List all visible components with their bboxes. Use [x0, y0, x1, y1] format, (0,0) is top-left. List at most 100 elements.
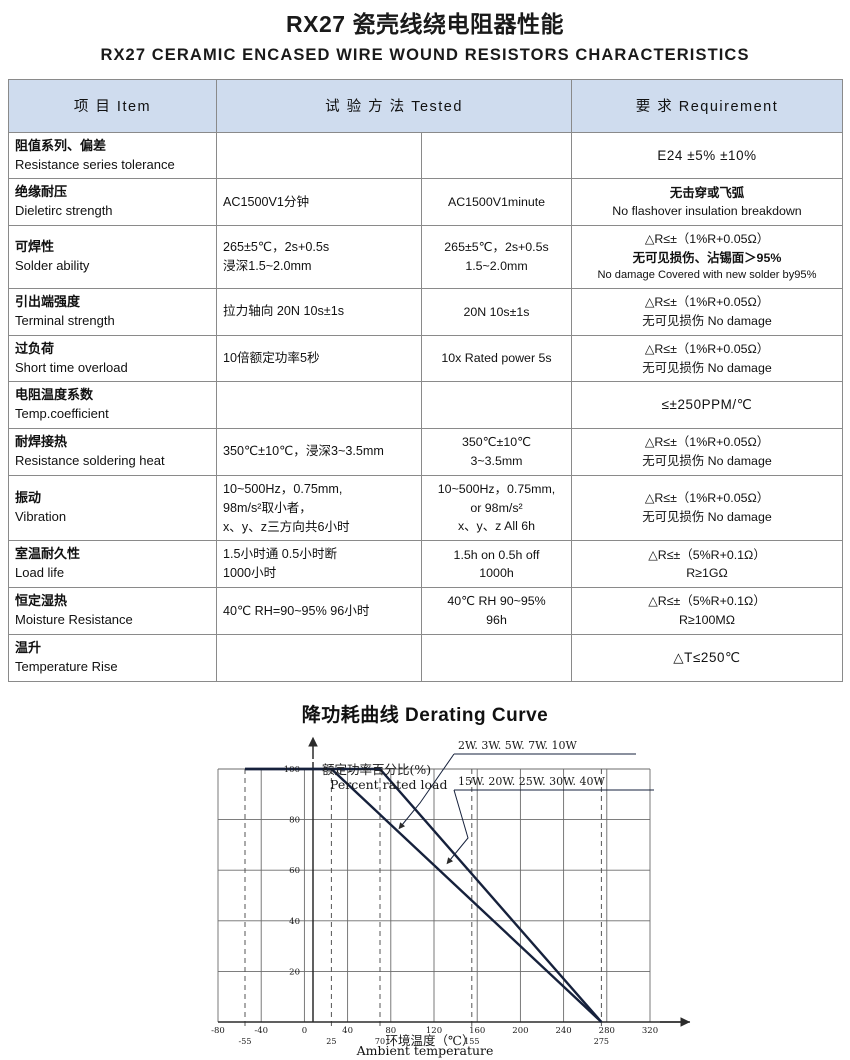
x-tick-label-secondary: 70 [375, 1037, 385, 1046]
cell-test-chinese: AC1500V1分钟 [216, 178, 422, 227]
table-row: 振动 Vibration 10~500Hz，0.75mm, 98m/s²取小者， x、y… [8, 474, 843, 542]
cell-test-chinese: 1.5小时通 0.5小时断 1000小时 [216, 540, 422, 589]
table-row: 绝缘耐压 Dieletirc strength AC1500V1分钟 AC1500V1… [8, 178, 843, 227]
cell-test-english: 10~500Hz，0.75mm, or 98m/s² x、y、z All 6h [421, 474, 572, 542]
cell-test-chinese: 40℃ RH=90~95% 96小时 [216, 587, 422, 635]
x-tick-label: 280 [599, 1026, 615, 1036]
item-label-en: Temperature Rise [15, 658, 118, 674]
chart-y-tick-labels: 20 40 60 80 100 [284, 765, 300, 977]
y-tick-label: 40 [289, 916, 300, 926]
x-tick-label-secondary: 25 [326, 1037, 336, 1046]
cell-requirement: △R≤±（1%R+0.05Ω） 无可见损伤 No damage [571, 428, 843, 476]
item-label-en: Moisture Resistance [15, 612, 133, 628]
chart-x-axis-label-cn: 环境温度（℃） [386, 1033, 475, 1047]
cell-test-english: AC1500V1minute [421, 178, 572, 227]
callout-leader-line [446, 789, 469, 864]
item-label-en: Temp.coefficient [15, 406, 109, 422]
y-tick-label: 20 [289, 967, 300, 977]
cell-test-chinese: 拉力轴向 20N 10s±1s [216, 287, 422, 336]
chart-series-group [245, 767, 603, 1023]
x-tick-label: 120 [426, 1026, 442, 1036]
series-callout-label: 2W. 3W. 5W. 7W. 10W [458, 739, 577, 752]
cell-requirement: △R≤±（5%R+0.1Ω） R≥100MΩ [571, 587, 843, 635]
y-tick-label: 80 [289, 815, 300, 825]
cell-requirement: △R≤±（1%R+0.05Ω） 无可见损伤 No damage [571, 474, 843, 542]
column-header-item: 项 目 Item [8, 78, 217, 133]
cell-requirement: ≤±250PPM/℃ [571, 381, 843, 430]
item-label-cn: 可焊性 [15, 239, 55, 255]
table-header-row: 项 目 Item 试 验 方 法 Tested 要 求 Requirement [8, 78, 843, 133]
table-row: 室温耐久性 Load life 1.5小时通 0.5小时断 1000小时 1.5h on… [8, 540, 843, 589]
chart-x-axis-label-en: Ambient temperature [356, 1042, 494, 1058]
item-label-cn: 耐焊接热 [15, 434, 68, 450]
item-label-en: Terminal strength [15, 312, 115, 328]
item-label-cn: 电阻温度系数 [15, 387, 94, 403]
callout-leader-line [398, 753, 455, 829]
cell-test-chinese [216, 131, 422, 180]
item-label-en: Vibration [15, 509, 67, 525]
spec-table-wrap: 项 目 Item 试 验 方 法 Tested 要 求 Requirement … [0, 78, 850, 682]
column-header-requirement: 要 求 Requirement [571, 78, 843, 133]
cell-test-chinese: 10倍额定功率5秒 [216, 334, 422, 383]
cell-item: 振动 Vibration [8, 474, 217, 542]
table-row: 恒定湿热 Moisture Resistance 40℃ RH=90~95% 96小… [8, 587, 843, 635]
cell-item: 耐焊接热 Resistance soldering heat [8, 428, 217, 476]
chart-x-tick-labels: -80 -40 0 40 80 120 160 200 240 280 320 [211, 1026, 658, 1036]
cell-requirement: △R≤±（1%R+0.05Ω） 无可见损伤 No damage [571, 287, 843, 336]
cell-test-english: 10x Rated power 5s [421, 334, 572, 383]
x-tick-label-secondary: 275 [594, 1037, 609, 1046]
chart-gridlines-vertical [217, 768, 651, 1022]
item-label-cn: 恒定湿热 [15, 593, 68, 609]
table-row: 过负荷 Short time overload 10倍额定功率5秒 10x Rated… [8, 334, 843, 383]
x-tick-label-secondary: 155 [464, 1037, 479, 1046]
item-label-cn: 温升 [15, 639, 42, 655]
cell-requirement: △R≤±（1%R+0.05Ω） 无可见损伤、沾锡面＞95% No damage Co… [571, 225, 843, 289]
cell-item: 恒定湿热 Moisture Resistance [8, 587, 217, 635]
item-label-cn: 阻值系列、偏差 [15, 137, 107, 153]
x-tick-label-secondary: -55 [239, 1037, 252, 1046]
table-row: 耐焊接热 Resistance soldering heat 350℃±10℃，浸深… [8, 428, 843, 476]
page-title-cn: RX27 瓷壳线绕电阻器性能 [286, 11, 564, 37]
cell-item: 阻值系列、偏差 Resistance series tolerance [8, 131, 217, 180]
cell-item: 可焊性 Solder ability [8, 225, 217, 289]
cell-test-chinese [216, 381, 422, 430]
table-row: 温升 Temperature Rise △T≤250℃ [8, 633, 843, 682]
item-label-cn: 振动 [15, 490, 42, 506]
cell-test-english: 265±5℃，2s+0.5s 1.5~2.0mm [421, 225, 572, 289]
cell-item: 绝缘耐压 Dieletirc strength [8, 178, 217, 227]
cell-test-chinese: 350℃±10℃，浸深3~3.5mm [216, 428, 422, 476]
cell-item: 过负荷 Short time overload [8, 334, 217, 383]
table-row: 阻值系列、偏差 Resistance series tolerance E24 ±5… [8, 131, 843, 180]
item-label-en: Solder ability [15, 258, 90, 274]
x-tick-label: 0 [302, 1026, 307, 1036]
x-tick-label: -40 [254, 1026, 268, 1036]
derating-curve-svg: 2W. 3W. 5W. 7W. 10W 15W. 20W. 25W. 30W. 4… [211, 736, 691, 1047]
item-label-en: Resistance soldering heat [15, 452, 165, 468]
cell-test-english: 1.5h on 0.5h off 1000h [421, 540, 572, 589]
cell-test-chinese: 265±5℃，2s+0.5s 浸深1.5~2.0mm [216, 225, 422, 289]
x-tick-label: 320 [642, 1026, 658, 1036]
column-header-tested: 试 验 方 法 Tested [216, 78, 572, 133]
derating-curve-chart: 2W. 3W. 5W. 7W. 10W 15W. 20W. 25W. 30W. 4… [0, 727, 850, 1058]
cell-test-chinese [216, 633, 422, 682]
chart-callouts: 2W. 3W. 5W. 7W. 10W 15W. 20W. 25W. 30W. 4… [398, 739, 654, 864]
item-label-cn: 室温耐久性 [15, 546, 81, 562]
table-row: 可焊性 Solder ability 265±5℃，2s+0.5s 浸深1.5~2.0… [8, 225, 843, 289]
cell-test-english [421, 131, 572, 180]
cell-test-english [421, 381, 572, 430]
x-tick-label: 160 [469, 1026, 485, 1036]
specifications-table: 项 目 Item 试 验 方 法 Tested 要 求 Requirement … [8, 78, 843, 682]
cell-item: 室温耐久性 Load life [8, 540, 217, 589]
cell-test-english: 20N 10s±1s [421, 287, 572, 336]
item-label-en: Load life [15, 565, 65, 581]
table-body: 阻值系列、偏差 Resistance series tolerance E24 ±5… [8, 131, 843, 682]
x-tick-label: 80 [385, 1026, 396, 1036]
cell-test-english: 350℃±10℃ 3~3.5mm [421, 428, 572, 476]
series-callout-label: 15W. 20W. 25W. 30W. 40W [458, 775, 605, 788]
series-line [245, 767, 603, 1023]
cell-item: 引出端强度 Terminal strength [8, 287, 217, 336]
item-label-en: Dieletirc strength [15, 203, 113, 219]
cell-test-english [421, 633, 572, 682]
y-tick-label: 100 [284, 765, 300, 775]
table-row: 电阻温度系数 Temp.coefficient ≤±250PPM/℃ [8, 381, 843, 430]
